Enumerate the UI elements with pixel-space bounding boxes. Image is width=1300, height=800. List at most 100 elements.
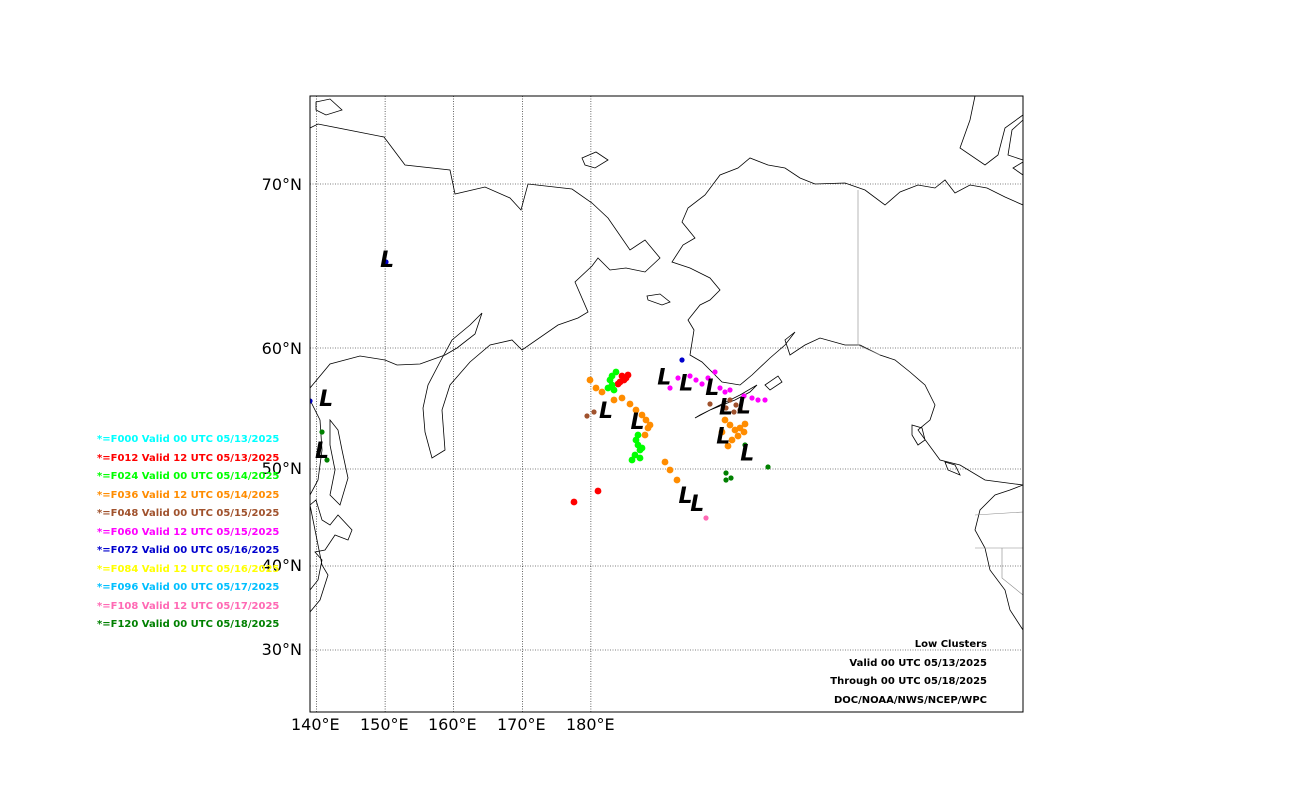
cluster-point (755, 397, 761, 403)
cluster-point (734, 432, 742, 440)
low-marker: L (690, 492, 704, 517)
cluster-point (628, 456, 636, 464)
cluster-point (604, 384, 612, 392)
cluster-point (731, 409, 737, 415)
border-us-canada (974, 511, 1023, 516)
cluster-point (598, 388, 606, 396)
cluster-point (693, 377, 699, 383)
cluster-point (718, 428, 726, 436)
coastline-siberia-mainland (310, 399, 323, 496)
cluster-point (675, 375, 681, 381)
lat-label-30: 30°N (261, 640, 302, 659)
coastline-chukotka-island (581, 151, 609, 169)
cluster-point (624, 371, 632, 379)
cluster-point (749, 395, 755, 401)
cluster-point (703, 515, 709, 521)
cluster-point (726, 421, 734, 429)
coastline-new-siberian (315, 98, 343, 116)
cluster-point (638, 411, 646, 419)
low-marker: L (315, 439, 329, 464)
cluster-point (762, 397, 768, 403)
legend-item: *=F000 Valid 00 UTC 05/13/2025 (97, 434, 280, 445)
cluster-point (728, 475, 734, 481)
cluster-point (724, 442, 732, 450)
cluster-point (610, 386, 618, 394)
info-valid: Valid 00 UTC 05/13/2025 (849, 657, 987, 669)
low-marker: L (679, 371, 693, 396)
cluster-point (727, 397, 733, 403)
cluster-point (586, 376, 594, 384)
low-marker: L (657, 365, 671, 390)
lon-label-140: 140°E (291, 715, 340, 734)
legend-item: *=F096 Valid 00 UTC 05/17/2025 (97, 582, 280, 593)
legend-item: *=F120 Valid 00 UTC 05/18/2025 (97, 619, 280, 630)
cluster-point (661, 458, 669, 466)
lon-label-170: 170°E (497, 715, 546, 734)
cluster-point (666, 466, 674, 474)
coastline-arctic-islands-2 (1007, 119, 1023, 161)
info-box: Low Clusters Valid 00 UTC 05/13/2025 Thr… (830, 636, 987, 710)
low-marker: L (319, 387, 333, 412)
cluster-point (592, 384, 600, 392)
cluster-point (717, 385, 723, 391)
legend-item: *=F084 Valid 12 UTC 05/16/2025 (97, 563, 280, 575)
legend-item: *=F060 Valid 12 UTC 05/15/2025 (97, 526, 280, 538)
cluster-point (712, 369, 718, 375)
cluster-point (741, 420, 749, 428)
low-marker: L (716, 425, 730, 450)
low-marker: L (737, 394, 751, 419)
low-marker: L (705, 376, 719, 401)
low-marker: L (740, 441, 754, 466)
cluster-point (594, 487, 602, 495)
legend: *=F000 Valid 00 UTC 05/13/2025 *=F012 Val… (97, 431, 279, 635)
cluster-point (638, 444, 646, 452)
legend-item: *=F036 Valid 12 UTC 05/14/2025 (97, 489, 280, 501)
cluster-point (584, 413, 590, 419)
cluster-point (673, 476, 681, 484)
lat-label-70: 70°N (261, 175, 302, 194)
map-frame (309, 95, 1024, 713)
cluster-point (383, 259, 389, 265)
cluster-point (679, 357, 685, 363)
cluster-point (608, 372, 616, 380)
coastline-siberia (310, 123, 661, 459)
info-title: Low Clusters (914, 639, 987, 650)
low-marker: L (719, 396, 733, 421)
cluster-point (723, 405, 729, 411)
cluster-point (634, 431, 642, 439)
cluster-point (324, 457, 330, 463)
low-marker: L (599, 399, 613, 424)
legend-item: *=F024 Valid 00 UTC 05/14/2025 (97, 471, 280, 482)
cluster-point (646, 421, 654, 429)
low-marker: L (631, 410, 645, 435)
lon-label-150: 150°E (360, 715, 409, 734)
cluster-point (642, 416, 650, 424)
cluster-point (618, 394, 626, 402)
cluster-point (727, 387, 733, 393)
cluster-point (591, 409, 597, 415)
lat-label-60: 60°N (261, 339, 302, 358)
cluster-point (733, 402, 739, 408)
cluster-point (742, 442, 748, 448)
cluster-point (721, 416, 729, 424)
low-cluster-points (310, 259, 771, 521)
coastline-kodiak (764, 375, 783, 391)
border-alaska-canada (857, 190, 881, 356)
low-marker: L (679, 484, 693, 509)
cluster-point (614, 380, 622, 388)
cluster-point (632, 406, 640, 414)
cluster-point (319, 429, 325, 435)
coastline-vancouver (911, 424, 926, 446)
coastline-haida (944, 461, 961, 476)
cluster-point (641, 431, 649, 439)
low-marker: L (380, 248, 394, 273)
coastline-st-lawrence (646, 293, 671, 306)
cluster-point (699, 381, 705, 387)
cluster-point (610, 396, 618, 404)
cluster-point (636, 454, 644, 462)
cluster-point (741, 393, 747, 399)
cluster-point (631, 451, 639, 459)
cluster-point (737, 407, 743, 413)
legend-item: *=F072 Valid 00 UTC 05/16/2025 (97, 545, 280, 556)
